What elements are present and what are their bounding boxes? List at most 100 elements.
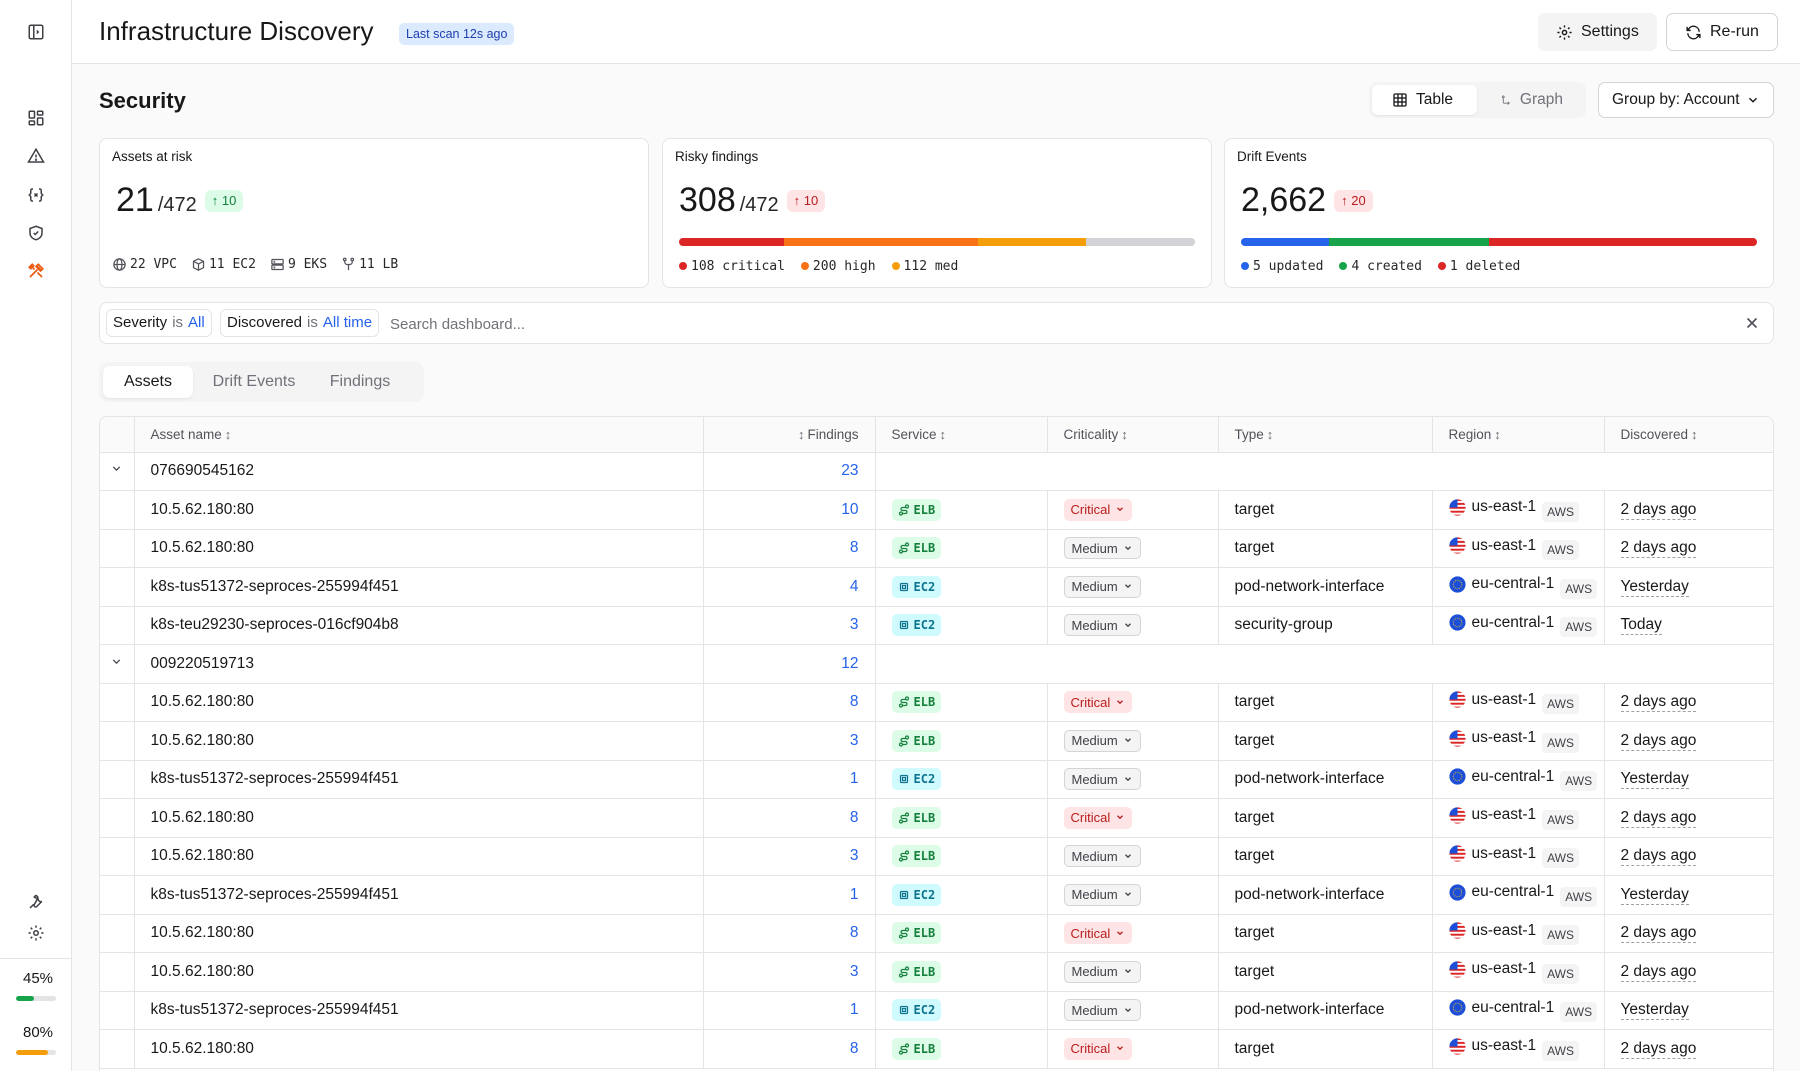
table-row[interactable]: 10.5.62.180:80 8 ELB Critical target us-east-… [100, 798, 1773, 838]
discovered-time[interactable]: 2 days ago [1620, 924, 1697, 944]
layout-dashboard-icon[interactable] [24, 106, 48, 130]
discovered-time[interactable]: 2 days ago [1620, 847, 1697, 867]
discovered-time[interactable]: 2 days ago [1620, 1039, 1697, 1059]
criticality-dropdown[interactable]: Medium [1063, 999, 1141, 1022]
criticality-dropdown[interactable]: Medium [1063, 614, 1141, 637]
discovered-time[interactable]: Yesterday [1620, 1001, 1689, 1021]
criticality-dropdown[interactable]: Medium [1063, 537, 1141, 560]
table-row[interactable]: 10.5.62.180:80 10 ELB Critical target us-east… [100, 490, 1773, 530]
tab-findings[interactable]: Findings [329, 373, 391, 390]
criticality-dropdown[interactable]: Medium [1063, 729, 1141, 752]
column-header-service[interactable]: Service ↕ [875, 417, 1048, 453]
findings-count[interactable]: 3 [703, 837, 876, 876]
asset-name[interactable]: k8s-tus51372-seproces-255994f451 [134, 760, 704, 799]
rerun-button[interactable]: Re-run [1666, 13, 1778, 51]
account-findings-count[interactable]: 12 [703, 644, 876, 684]
discovered-time[interactable]: 2 days ago [1620, 500, 1697, 520]
group-by-select[interactable]: Group by: Account [1598, 82, 1774, 118]
wrench-icon[interactable] [24, 890, 48, 914]
table-row[interactable]: 10.5.62.180:80 8 ELB Critical target us-east-… [100, 683, 1773, 722]
table-row[interactable]: 10.5.62.180:80 3 ELB Medium target us-east-1 A… [100, 952, 1773, 992]
asset-name[interactable]: 10.5.62.180:80 [134, 952, 704, 992]
table-row[interactable]: 10.5.62.180:80 3 ELB Medium target us-east-1 A… [100, 721, 1773, 761]
asset-name[interactable]: k8s-tus51372-seproces-255994f451 [134, 991, 704, 1030]
column-header-asset-name[interactable]: Asset name ↕ [134, 417, 704, 453]
findings-count[interactable]: 8 [703, 1029, 876, 1069]
asset-name[interactable]: k8s-tus51372-seproces-255994f451 [134, 875, 704, 915]
severity-filter-chip[interactable]: Severity is All [106, 309, 212, 337]
discovered-time[interactable]: Yesterday [1620, 885, 1689, 905]
asset-name[interactable]: k8s-teu29230-seproces-016cf904b8 [134, 606, 704, 645]
search-input[interactable] [390, 311, 1690, 337]
discovered-filter-chip[interactable]: Discovered is All time [220, 309, 380, 337]
findings-count[interactable]: 8 [703, 529, 876, 568]
criticality-dropdown[interactable]: Critical [1063, 922, 1133, 945]
table-row[interactable]: k8s-tus51372-seproces-255994f451 4 EC2 Medi… [100, 567, 1773, 607]
discovered-time[interactable]: 2 days ago [1620, 731, 1697, 751]
findings-count[interactable]: 8 [703, 683, 876, 722]
expand-toggle[interactable] [100, 644, 135, 684]
gear-icon[interactable] [24, 921, 48, 945]
table-view-button[interactable]: Table [1372, 85, 1477, 115]
findings-count[interactable]: 3 [703, 721, 876, 761]
asset-name[interactable]: 10.5.62.180:80 [134, 490, 704, 530]
findings-count[interactable]: 8 [703, 798, 876, 838]
discovered-time[interactable]: Yesterday [1620, 770, 1689, 790]
asset-name[interactable]: 10.5.62.180:80 [134, 721, 704, 761]
findings-count[interactable]: 1 [703, 991, 876, 1030]
sidebar-toggle-icon[interactable] [24, 20, 48, 44]
column-header-discovered[interactable]: Discovered ↕ [1604, 417, 1773, 453]
column-header-region[interactable]: Region ↕ [1432, 417, 1605, 453]
criticality-dropdown[interactable]: Critical [1063, 806, 1133, 829]
criticality-dropdown[interactable]: Medium [1063, 845, 1141, 868]
table-row[interactable]: k8s-tus51372-seproces-255994f451 1 EC2 Medi… [100, 991, 1773, 1030]
tab-assets[interactable]: Assets [103, 366, 193, 398]
criticality-dropdown[interactable]: Critical [1063, 498, 1133, 521]
column-header-findings[interactable]: ↕ Findings [703, 417, 876, 453]
settings-button[interactable]: Settings [1538, 13, 1657, 51]
code-variable-icon[interactable] [24, 183, 48, 207]
findings-count[interactable]: 1 [703, 875, 876, 915]
table-row[interactable]: 10.5.62.180:80 8 ELB Critical target us-east-… [100, 914, 1773, 953]
findings-count[interactable]: 1 [703, 760, 876, 799]
criticality-dropdown[interactable]: Medium [1063, 768, 1141, 791]
asset-name[interactable]: 10.5.62.180:80 [134, 798, 704, 838]
asset-name[interactable]: 10.5.62.180:80 [134, 529, 704, 568]
discovered-time[interactable]: Today [1620, 616, 1662, 636]
discovered-time[interactable]: Yesterday [1620, 577, 1689, 597]
criticality-dropdown[interactable]: Medium [1063, 960, 1141, 983]
findings-count[interactable]: 3 [703, 952, 876, 992]
findings-count[interactable]: 3 [703, 606, 876, 645]
tools-icon[interactable] [24, 259, 48, 283]
shield-check-icon[interactable] [24, 221, 48, 245]
discovered-time[interactable]: 2 days ago [1620, 962, 1697, 982]
table-row[interactable]: 10.5.62.180:80 8 ELB Medium target us-east-1 A… [100, 529, 1773, 568]
criticality-dropdown[interactable]: Medium [1063, 575, 1141, 598]
asset-name[interactable]: 10.5.62.180:80 [134, 1029, 704, 1069]
table-row[interactable]: 10.5.62.180:80 8 ELB Critical target us-east-… [100, 1029, 1773, 1069]
graph-view-button[interactable]: Graph [1481, 85, 1583, 115]
discovered-time[interactable]: 2 days ago [1620, 808, 1697, 828]
discovered-time[interactable]: 2 days ago [1620, 539, 1697, 559]
table-row[interactable]: k8s-tus51372-seproces-255994f451 1 EC2 Medi… [100, 760, 1773, 799]
tab-drift-events[interactable]: Drift Events [212, 373, 296, 390]
account-group-row[interactable]: 009220519713 12 [100, 644, 1773, 684]
findings-count[interactable]: 8 [703, 914, 876, 953]
alert-triangle-icon[interactable] [24, 144, 48, 168]
findings-count[interactable]: 4 [703, 567, 876, 607]
column-header-criticality[interactable]: Criticality ↕ [1047, 417, 1219, 453]
discovered-time[interactable]: 2 days ago [1620, 693, 1697, 713]
column-header-type[interactable]: Type ↕ [1218, 417, 1433, 453]
criticality-dropdown[interactable]: Medium [1063, 883, 1141, 906]
asset-name[interactable]: k8s-tus51372-seproces-255994f451 [134, 567, 704, 607]
table-row[interactable]: 10.5.62.180:80 3 ELB Medium target us-east-1 A… [100, 837, 1773, 876]
asset-name[interactable]: 10.5.62.180:80 [134, 914, 704, 953]
account-group-row[interactable]: 076690545162 23 [100, 452, 1773, 491]
criticality-dropdown[interactable]: Critical [1063, 691, 1133, 714]
findings-count[interactable]: 10 [703, 490, 876, 530]
criticality-dropdown[interactable]: Critical [1063, 1037, 1133, 1060]
table-row[interactable]: k8s-teu29230-seproces-016cf904b8 3 EC2 Medi… [100, 606, 1773, 645]
account-findings-count[interactable]: 23 [703, 452, 876, 491]
table-row[interactable]: k8s-tus51372-seproces-255994f451 1 EC2 Medi… [100, 875, 1773, 915]
expand-toggle[interactable] [100, 452, 135, 491]
